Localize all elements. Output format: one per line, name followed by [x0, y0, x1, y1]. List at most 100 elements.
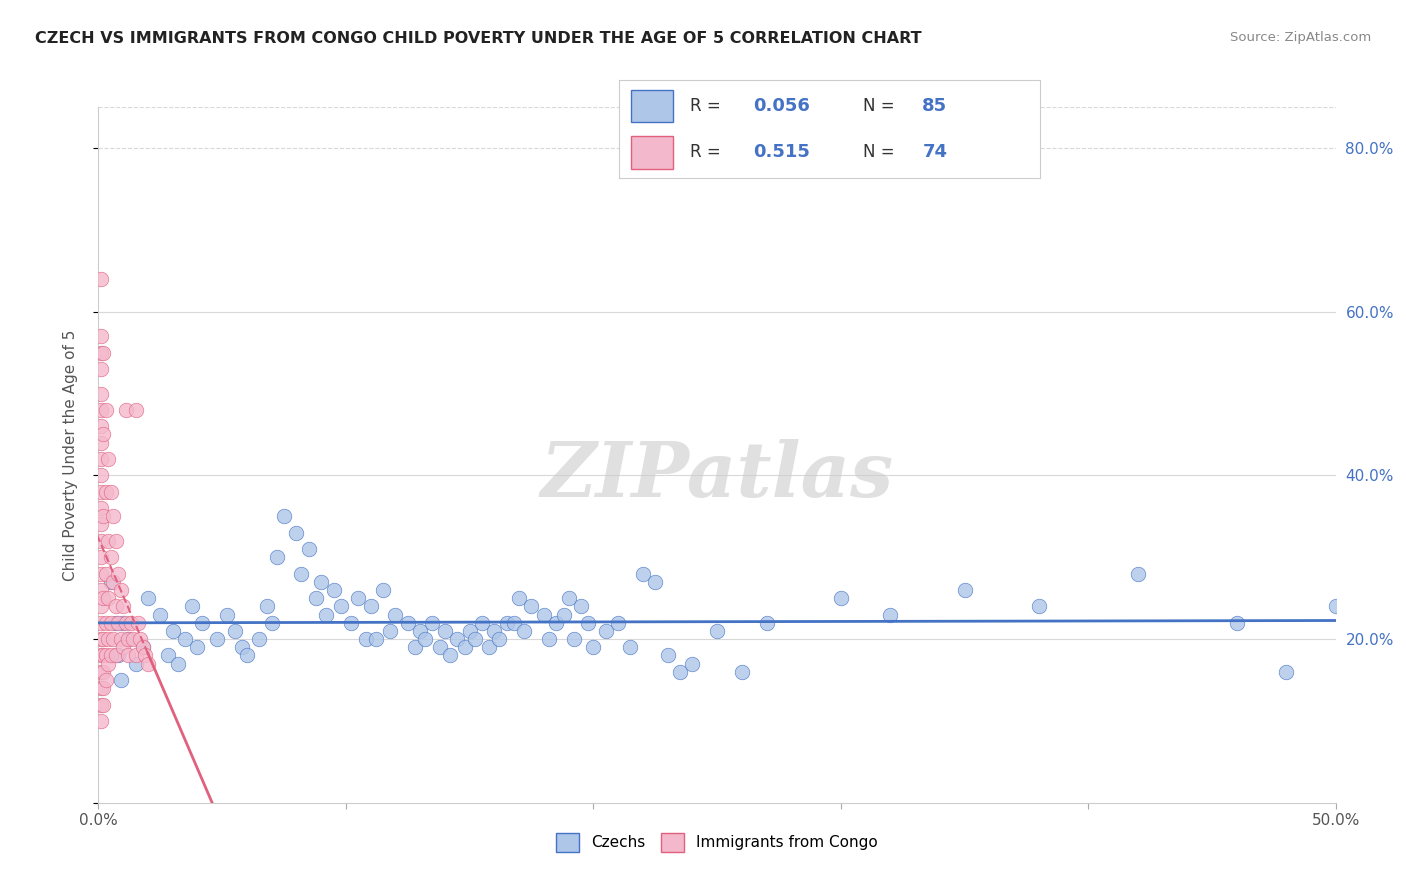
Point	[112, 640, 135, 655]
Point	[90, 435, 112, 450]
Point	[404, 640, 426, 655]
Point	[107, 615, 129, 630]
Text: R =: R =	[690, 97, 721, 115]
Point	[93, 665, 115, 679]
Point	[231, 640, 253, 655]
Point	[112, 615, 135, 630]
Point	[94, 673, 117, 687]
Point	[315, 607, 337, 622]
Point	[134, 648, 156, 663]
Point	[439, 648, 461, 663]
Point	[100, 574, 122, 589]
Point	[112, 599, 135, 614]
Point	[340, 615, 363, 630]
Point	[371, 582, 394, 597]
Text: N =: N =	[863, 143, 894, 161]
Point	[117, 632, 139, 646]
Point	[117, 632, 139, 646]
Point	[94, 566, 117, 581]
Point	[484, 624, 506, 638]
Point	[90, 533, 112, 548]
Point	[149, 607, 172, 622]
Point	[90, 501, 112, 516]
Point	[446, 632, 468, 646]
Point	[97, 452, 120, 467]
Point	[90, 566, 112, 581]
Point	[595, 624, 617, 638]
Point	[553, 607, 575, 622]
Point	[396, 615, 419, 630]
Point	[354, 632, 377, 646]
Point	[104, 533, 127, 548]
Y-axis label: Child Poverty Under the Age of 5: Child Poverty Under the Age of 5	[63, 329, 77, 581]
Point	[90, 362, 112, 376]
Point	[100, 484, 122, 499]
Point	[90, 714, 112, 728]
Text: ZIPatlas: ZIPatlas	[540, 439, 894, 513]
Point	[94, 648, 117, 663]
Point	[162, 624, 184, 638]
Text: Source: ZipAtlas.com: Source: ZipAtlas.com	[1230, 31, 1371, 45]
Point	[495, 615, 517, 630]
Point	[93, 427, 115, 442]
Point	[384, 607, 406, 622]
Point	[90, 386, 112, 401]
Point	[93, 591, 115, 606]
Point	[110, 673, 132, 687]
Point	[657, 648, 679, 663]
Point	[124, 657, 146, 671]
Point	[644, 574, 666, 589]
Point	[90, 517, 112, 532]
Point	[256, 599, 278, 614]
Point	[236, 648, 259, 663]
Point	[94, 403, 117, 417]
Text: 0.515: 0.515	[754, 143, 810, 161]
Point	[681, 657, 703, 671]
Point	[90, 582, 112, 597]
Point	[360, 599, 382, 614]
Point	[100, 550, 122, 565]
Point	[114, 403, 136, 417]
Point	[429, 640, 451, 655]
Point	[409, 624, 432, 638]
Text: N =: N =	[863, 97, 894, 115]
Point	[191, 615, 214, 630]
Point	[186, 640, 208, 655]
Text: CZECH VS IMMIGRANTS FROM CONGO CHILD POVERTY UNDER THE AGE OF 5 CORRELATION CHAR: CZECH VS IMMIGRANTS FROM CONGO CHILD POV…	[35, 31, 922, 46]
Point	[329, 599, 352, 614]
Point	[107, 566, 129, 581]
Point	[100, 648, 122, 663]
Point	[103, 632, 125, 646]
Point	[607, 615, 630, 630]
Text: R =: R =	[690, 143, 721, 161]
Point	[90, 419, 112, 434]
Point	[90, 632, 112, 646]
Point	[1275, 665, 1298, 679]
Point	[285, 525, 308, 540]
Point	[488, 632, 510, 646]
Point	[453, 640, 475, 655]
Point	[364, 632, 387, 646]
Point	[347, 591, 370, 606]
Point	[520, 599, 543, 614]
Point	[471, 615, 494, 630]
Point	[90, 698, 112, 712]
Point	[97, 533, 120, 548]
Point	[93, 345, 115, 359]
Point	[90, 615, 112, 630]
Point	[576, 615, 599, 630]
Point	[181, 599, 204, 614]
Point	[132, 640, 155, 655]
Point	[93, 648, 115, 663]
Point	[104, 615, 127, 630]
Point	[129, 632, 152, 646]
Point	[103, 574, 125, 589]
Point	[380, 624, 402, 638]
Point	[224, 624, 246, 638]
Point	[124, 648, 146, 663]
Point	[110, 582, 132, 597]
Point	[136, 591, 159, 606]
Point	[273, 509, 295, 524]
Point	[166, 657, 188, 671]
Point	[90, 468, 112, 483]
